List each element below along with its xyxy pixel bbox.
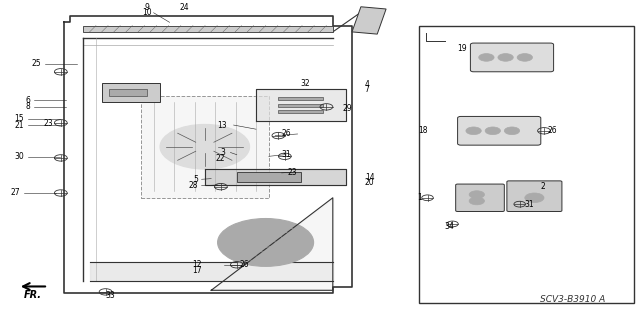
Text: 13: 13 — [218, 121, 227, 130]
Text: 10: 10 — [142, 8, 152, 17]
Text: 29: 29 — [342, 104, 352, 113]
Bar — [102, 83, 160, 102]
Bar — [278, 104, 323, 107]
Text: 34: 34 — [445, 222, 454, 231]
Text: 2: 2 — [541, 182, 545, 191]
Text: 15: 15 — [15, 114, 24, 123]
Circle shape — [504, 127, 520, 135]
Bar — [278, 110, 323, 113]
Polygon shape — [211, 198, 333, 290]
Text: 7: 7 — [365, 85, 370, 94]
Polygon shape — [256, 89, 346, 121]
Text: 27: 27 — [11, 189, 20, 197]
Text: 28: 28 — [189, 181, 198, 190]
Text: SCV3-B3910 A: SCV3-B3910 A — [540, 295, 605, 304]
Text: 23: 23 — [288, 168, 298, 177]
Text: 33: 33 — [106, 291, 115, 300]
Text: 21: 21 — [15, 121, 24, 130]
Text: 1: 1 — [418, 193, 422, 202]
Bar — [237, 172, 301, 182]
Text: 32: 32 — [301, 79, 310, 88]
Circle shape — [479, 54, 494, 61]
Circle shape — [498, 54, 513, 61]
Text: 26: 26 — [282, 130, 291, 138]
Text: 20: 20 — [365, 178, 374, 187]
Text: 4: 4 — [365, 80, 370, 89]
Text: 12: 12 — [192, 260, 202, 269]
Text: 14: 14 — [365, 173, 374, 182]
Bar — [141, 96, 269, 198]
Text: 26: 26 — [547, 126, 557, 135]
Text: 22: 22 — [216, 154, 225, 163]
Text: 3: 3 — [220, 148, 225, 157]
Text: 31: 31 — [282, 150, 291, 159]
Circle shape — [485, 127, 500, 135]
Text: 8: 8 — [26, 102, 31, 111]
Circle shape — [218, 219, 314, 266]
Circle shape — [517, 54, 532, 61]
Bar — [352, 7, 386, 34]
FancyBboxPatch shape — [456, 184, 504, 211]
Text: 17: 17 — [192, 266, 202, 275]
Bar — [419, 26, 634, 303]
Bar — [278, 97, 323, 100]
Circle shape — [469, 191, 484, 198]
Text: 6: 6 — [26, 96, 31, 105]
Text: 25: 25 — [32, 59, 42, 68]
Text: FR.: FR. — [24, 290, 42, 300]
Text: 9: 9 — [145, 3, 150, 12]
Text: 18: 18 — [418, 126, 428, 135]
Circle shape — [469, 197, 484, 205]
Circle shape — [160, 124, 250, 169]
Circle shape — [466, 127, 481, 135]
Text: 31: 31 — [525, 200, 534, 209]
Bar — [83, 26, 333, 32]
Text: 5: 5 — [193, 175, 198, 184]
Bar — [109, 89, 147, 96]
Text: 26: 26 — [240, 260, 250, 269]
Text: 24: 24 — [179, 3, 189, 12]
FancyBboxPatch shape — [507, 181, 562, 211]
Text: 30: 30 — [15, 152, 24, 161]
FancyBboxPatch shape — [470, 43, 554, 72]
FancyBboxPatch shape — [458, 116, 541, 145]
Text: 19: 19 — [458, 44, 467, 53]
Circle shape — [525, 193, 544, 203]
Text: 23: 23 — [44, 119, 53, 128]
